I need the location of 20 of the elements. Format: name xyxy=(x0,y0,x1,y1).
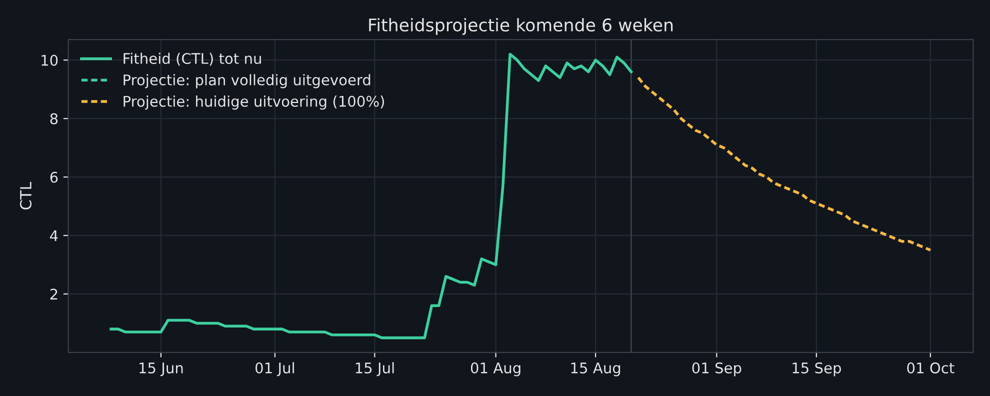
x-tick-label: 01 Oct xyxy=(907,362,954,374)
legend-label: Projectie: plan volledig uitgevoerd xyxy=(124,74,370,88)
x-tick-label: 15 Jun xyxy=(140,362,183,376)
y-tick-label: 8 xyxy=(50,113,58,124)
x-tick-label: 15 Jul xyxy=(356,362,394,376)
x-tick-label: 01 Jul xyxy=(256,362,294,376)
y-tick-label: 2 xyxy=(50,288,58,300)
legend-label: Projectie: huidige uitvoering (100%) xyxy=(124,96,384,110)
y-axis-title: CTL xyxy=(20,182,32,210)
y-tick-label: 10 xyxy=(42,54,58,66)
y-tick-label: 4 xyxy=(50,230,58,242)
chart-title: Fitheidsprojectie komende 6 weken xyxy=(369,18,673,35)
x-tick-label: 15 Aug xyxy=(571,362,620,376)
legend-label: Fitheid (CTL) tot nu xyxy=(124,52,261,66)
y-tick-label: 6 xyxy=(50,172,58,183)
line-series xyxy=(636,76,932,252)
x-tick-label: 15 Sep xyxy=(792,362,841,376)
line-series xyxy=(110,52,633,340)
x-tick-label: 01 Aug xyxy=(470,362,520,376)
x-tick-label: 01 Sep xyxy=(692,362,742,376)
